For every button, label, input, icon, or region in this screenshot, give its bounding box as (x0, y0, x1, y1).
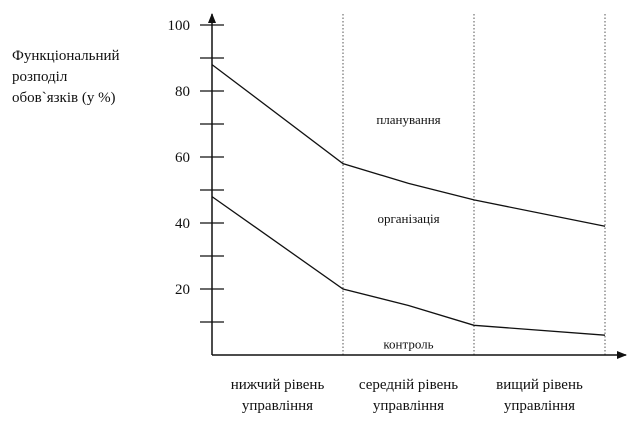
y-axis-label-line-3: обов`язків (у %) (12, 90, 116, 106)
y-axis-label: Функціональний розподіл обов`язків (у %) (12, 48, 120, 106)
y-tick-label: 80 (175, 84, 190, 100)
x-category-label: управління (504, 398, 575, 414)
x-category-label: управління (242, 398, 313, 414)
y-axis-label-line-2: розподіл (12, 69, 68, 85)
y-axis-label-line-1: Функціональний (12, 48, 120, 64)
series-lines (211, 64, 606, 336)
x-category-label: середній рівень (359, 377, 458, 393)
series-line-1 (211, 64, 606, 227)
y-tick-label: 20 (175, 282, 190, 298)
region-label: організація (377, 211, 439, 226)
x-category-labels: нижчий рівень управління середній рівень уп… (231, 377, 583, 414)
series-line-2 (211, 196, 606, 336)
axes (208, 13, 627, 359)
y-ticks: 20 40 60 80 100 (168, 18, 224, 323)
region-label: планування (376, 112, 440, 127)
y-tick-label: 60 (175, 150, 190, 166)
region-label: контроль (383, 336, 433, 351)
region-labels: планування організація контроль (376, 112, 440, 351)
x-category-label: вищий рівень (496, 377, 583, 393)
y-tick-label: 100 (168, 18, 191, 34)
y-tick-label: 40 (175, 216, 190, 232)
x-category-label: нижчий рівень (231, 377, 325, 393)
x-category-label: управління (373, 398, 444, 414)
level-separators (342, 14, 606, 355)
